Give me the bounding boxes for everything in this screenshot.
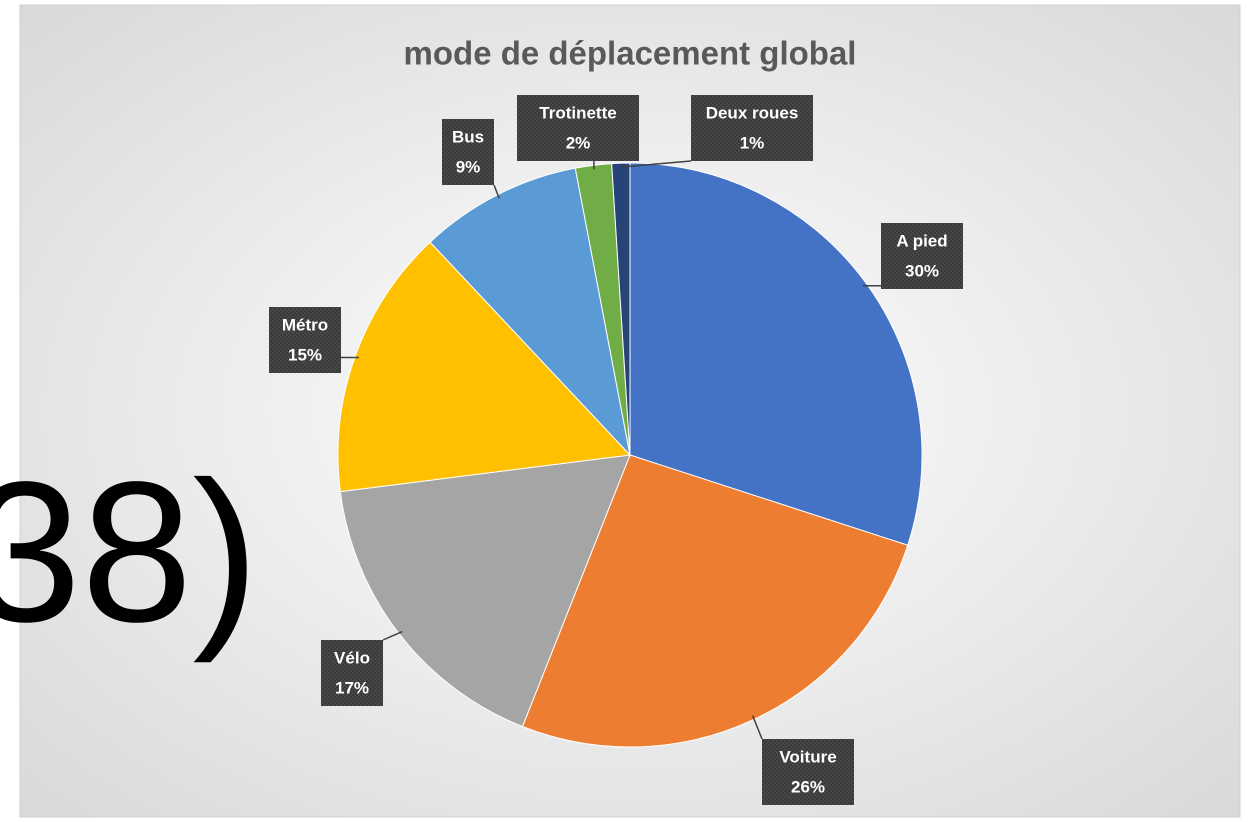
data-label-value: 15% xyxy=(288,345,322,364)
leader-line xyxy=(493,184,500,199)
data-label-name: Bus xyxy=(452,127,484,146)
leader-line xyxy=(382,630,403,641)
data-label-box xyxy=(881,223,963,289)
pie-slice xyxy=(629,162,923,546)
leader-line xyxy=(751,715,763,740)
data-label-value: 17% xyxy=(335,678,369,697)
data-label-name: Voiture xyxy=(779,747,836,766)
data-label-box xyxy=(691,95,813,161)
data-label-value: 9% xyxy=(456,157,481,176)
data-label-box xyxy=(321,640,383,706)
data-label-value: 26% xyxy=(791,777,825,796)
data-label-value: 2% xyxy=(566,133,591,152)
data-label-box xyxy=(517,95,639,161)
chart-title: mode de déplacement global xyxy=(404,35,857,72)
data-label-name: Deux roues xyxy=(706,103,799,122)
pie-slice xyxy=(337,241,632,493)
data-label-name: A pied xyxy=(896,231,947,250)
data-label-value: 30% xyxy=(905,261,939,280)
pie-slice xyxy=(611,162,631,456)
data-label-name: Métro xyxy=(282,315,328,334)
pie-slice xyxy=(339,454,631,728)
data-label-box xyxy=(762,739,854,805)
data-label-box xyxy=(442,119,494,185)
data-label-name: Trotinette xyxy=(539,103,616,122)
background-text: 38) xyxy=(0,441,259,664)
data-label-box xyxy=(269,307,341,373)
data-label-name: Vélo xyxy=(334,648,370,667)
data-label-value: 1% xyxy=(740,133,765,152)
leader-line xyxy=(620,160,692,168)
